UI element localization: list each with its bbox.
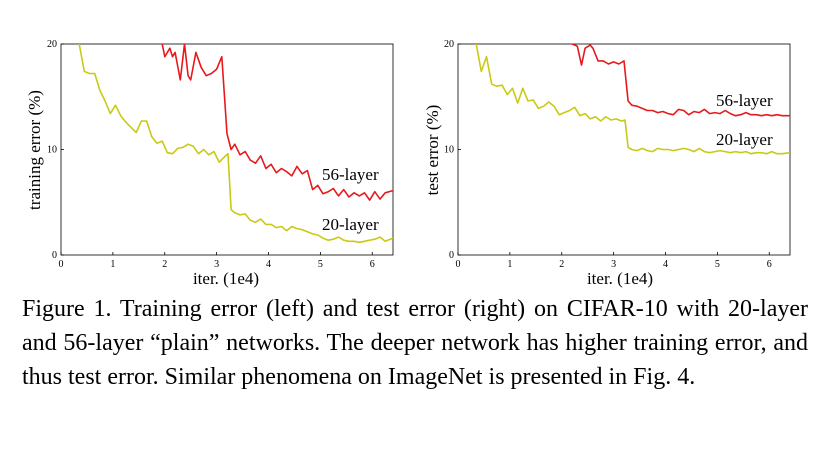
test-error-y-tick-label: 0 [449, 250, 454, 261]
test-error-plot-frame [457, 43, 791, 256]
training-error-y-tick-label: 0 [52, 250, 57, 261]
figure-caption: Figure 1. Training error (left) and test… [22, 296, 808, 390]
training-error-x-axis-title: iter. (1e4) [193, 269, 259, 288]
training-error-x-tick-label: 1 [110, 259, 115, 270]
test-error-20-layer-line [475, 44, 790, 155]
test-error-x-tick-label: 3 [611, 259, 616, 270]
test-error-panel: test error (%) iter. (1e4) 0 1 2 3 4 5 6 0 10 20 5… [423, 39, 791, 288]
training-error-x-tick-label: 3 [214, 259, 219, 270]
training-error-56-layer-label: 56-layer [322, 165, 379, 184]
test-error-y-tick-label: 20 [444, 39, 454, 50]
test-error-56-layer-line [571, 44, 790, 117]
training-error-x-tick-label: 4 [266, 259, 271, 270]
training-error-x-tick-label: 5 [318, 259, 323, 270]
test-error-20-layer-label: 20-layer [716, 130, 773, 149]
figure-panels: training error (%) iter. (1e4) 0 1 2 3 4 5 6 0 1… [25, 39, 791, 288]
test-error-x-tick-label: 1 [507, 259, 512, 270]
test-error-56-layer-label: 56-layer [716, 91, 773, 110]
training-error-x-tick-label: 2 [162, 259, 167, 270]
test-error-x-axis-title: iter. (1e4) [587, 269, 653, 288]
test-error-x-tick-label: 5 [715, 259, 720, 270]
training-error-panel: training error (%) iter. (1e4) 0 1 2 3 4 5 6 0 1… [25, 39, 394, 288]
training-error-20-layer-label: 20-layer [322, 215, 379, 234]
training-error-y-axis-title: training error (%) [25, 90, 44, 210]
test-error-y-tick-label: 10 [444, 145, 454, 156]
training-error-x-tick-label: 0 [59, 259, 64, 270]
test-error-x-tick-label: 0 [456, 259, 461, 270]
training-error-y-tick-label: 20 [47, 39, 57, 50]
training-error-56-layer-line [161, 44, 393, 201]
training-error-y-tick-label: 10 [47, 145, 57, 156]
test-error-x-tick-label: 6 [767, 259, 772, 270]
training-error-20-layer-line [78, 44, 393, 244]
training-error-x-tick-label: 6 [370, 259, 375, 270]
test-error-y-axis-title: test error (%) [423, 105, 442, 196]
test-error-x-tick-label: 2 [559, 259, 564, 270]
test-error-x-tick-label: 4 [663, 259, 668, 270]
